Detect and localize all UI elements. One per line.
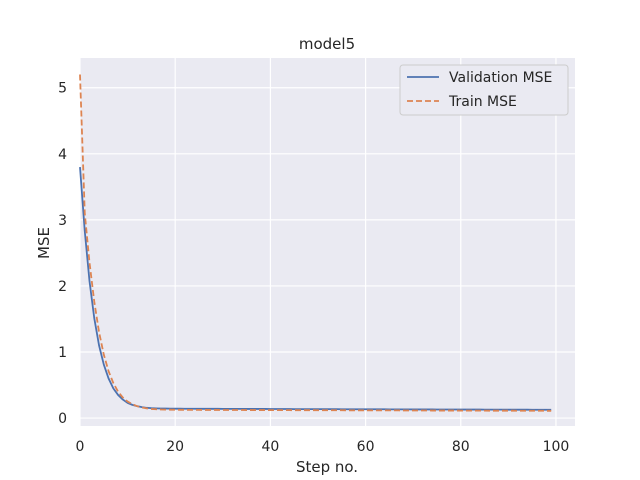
series-line-validation-mse [79, 166, 552, 411]
x-tick-label: 40 [261, 439, 279, 455]
y-tick-label: 0 [58, 411, 67, 427]
x-tick-label: 20 [166, 439, 184, 455]
legend-label-validation: Validation MSE [449, 70, 552, 86]
y-tick-label: 1 [58, 345, 67, 361]
x-tick-label: 0 [76, 439, 85, 455]
x-axis-label: Step no. [296, 458, 358, 476]
y-tick-label: 5 [58, 81, 67, 97]
legend-box [399, 64, 569, 116]
legend-label-train: Train MSE [448, 94, 517, 110]
legend: Validation MSE Train MSE [399, 64, 569, 116]
series-line-train-mse [79, 74, 552, 412]
plot-area [80, 58, 575, 426]
y-axis-label: MSE [35, 227, 53, 259]
y-axis-ticks: 0 1 2 3 4 5 [58, 81, 67, 427]
y-tick-label: 3 [58, 213, 67, 229]
x-axis-ticks: 0 20 40 60 80 100 [76, 439, 570, 455]
x-tick-label: 100 [543, 439, 570, 455]
grid-lines [79, 58, 575, 426]
x-tick-label: 80 [452, 439, 470, 455]
chart-title: model5 [299, 35, 355, 53]
y-tick-label: 4 [58, 147, 67, 163]
y-tick-label: 2 [58, 279, 67, 295]
series-group [79, 74, 552, 412]
x-tick-label: 60 [357, 439, 375, 455]
